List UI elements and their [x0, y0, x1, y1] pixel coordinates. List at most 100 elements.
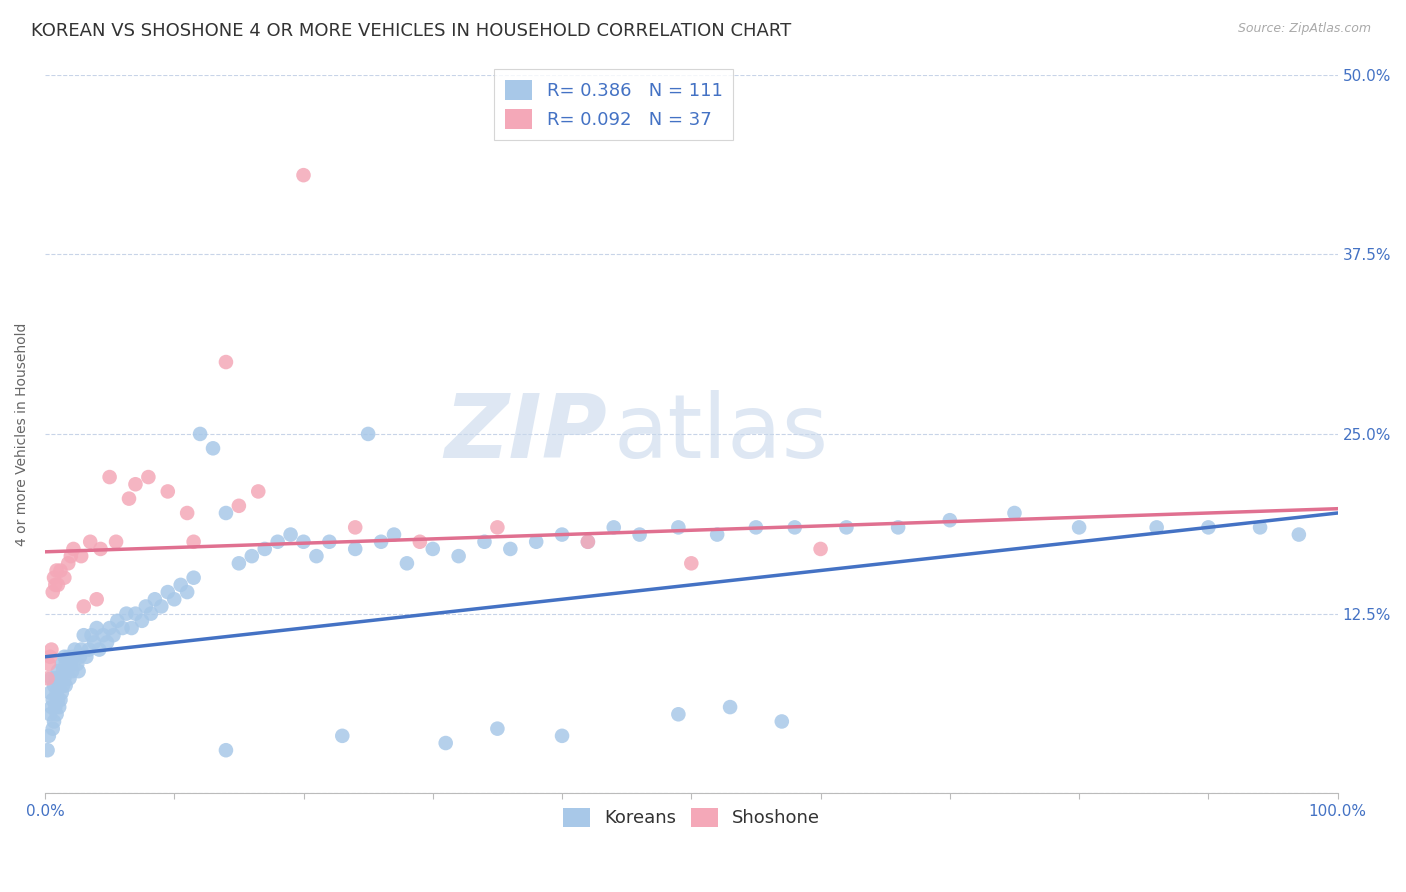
Point — [53, 671, 76, 685]
Point — [499, 541, 522, 556]
Point — [706, 527, 728, 541]
Point — [52, 679, 75, 693]
Point — [44, 671, 66, 685]
Point — [745, 520, 768, 534]
Point — [628, 527, 651, 541]
Point — [42, 714, 65, 729]
Point — [357, 426, 380, 441]
Point — [39, 686, 62, 700]
Point — [53, 649, 76, 664]
Point — [44, 700, 66, 714]
Point — [37, 671, 59, 685]
Point — [344, 541, 367, 556]
Point — [86, 621, 108, 635]
Point — [59, 549, 82, 563]
Point — [1069, 520, 1091, 534]
Legend: Koreans, Shoshone: Koreans, Shoshone — [555, 800, 827, 835]
Point — [422, 541, 444, 556]
Point — [41, 642, 63, 657]
Point — [45, 686, 67, 700]
Point — [42, 571, 65, 585]
Point — [115, 607, 138, 621]
Point — [292, 534, 315, 549]
Point — [73, 628, 96, 642]
Y-axis label: 4 or more Vehicles in Household: 4 or more Vehicles in Household — [15, 322, 30, 546]
Point — [118, 491, 141, 506]
Point — [681, 557, 703, 571]
Point — [42, 679, 65, 693]
Point — [1146, 520, 1168, 534]
Point — [90, 541, 112, 556]
Point — [156, 585, 179, 599]
Point — [63, 642, 86, 657]
Point — [783, 520, 806, 534]
Text: KOREAN VS SHOSHONE 4 OR MORE VEHICLES IN HOUSEHOLD CORRELATION CHART: KOREAN VS SHOSHONE 4 OR MORE VEHICLES IN… — [31, 22, 792, 40]
Point — [124, 607, 146, 621]
Point — [105, 614, 128, 628]
Text: atlas: atlas — [614, 391, 830, 477]
Point — [45, 707, 67, 722]
Point — [131, 614, 153, 628]
Point — [887, 520, 910, 534]
Point — [56, 664, 79, 678]
Point — [576, 534, 599, 549]
Point — [835, 520, 858, 534]
Text: ZIP: ZIP — [444, 391, 607, 477]
Point — [124, 477, 146, 491]
Point — [60, 664, 83, 678]
Point — [98, 621, 121, 635]
Point — [53, 571, 76, 585]
Point — [228, 557, 250, 571]
Point — [52, 664, 75, 678]
Point — [770, 714, 793, 729]
Point — [80, 628, 103, 642]
Point — [228, 499, 250, 513]
Point — [62, 649, 84, 664]
Point — [46, 664, 69, 678]
Point — [939, 513, 962, 527]
Point — [75, 649, 97, 664]
Point — [382, 527, 405, 541]
Point — [292, 168, 315, 182]
Point — [59, 657, 82, 671]
Point — [51, 657, 73, 671]
Point — [89, 642, 111, 657]
Point — [603, 520, 626, 534]
Point — [42, 722, 65, 736]
Point — [38, 657, 60, 671]
Point — [666, 520, 689, 534]
Point — [202, 442, 225, 456]
Point — [576, 534, 599, 549]
Point — [551, 729, 574, 743]
Point — [240, 549, 263, 563]
Point — [395, 557, 418, 571]
Point — [215, 743, 238, 757]
Point — [666, 707, 689, 722]
Point — [1288, 527, 1310, 541]
Point — [58, 671, 80, 685]
Point — [39, 707, 62, 722]
Point — [524, 534, 547, 549]
Point — [67, 664, 90, 678]
Point — [55, 679, 77, 693]
Point — [718, 700, 741, 714]
Point — [41, 700, 63, 714]
Point — [1197, 520, 1219, 534]
Point — [150, 599, 173, 614]
Point — [77, 642, 100, 657]
Point — [486, 520, 509, 534]
Point — [183, 534, 205, 549]
Point — [46, 693, 69, 707]
Point — [39, 649, 62, 664]
Point — [318, 534, 340, 549]
Point — [344, 520, 367, 534]
Point — [83, 635, 105, 649]
Point — [66, 657, 89, 671]
Point — [58, 557, 80, 571]
Point — [73, 599, 96, 614]
Point — [49, 671, 72, 685]
Point — [156, 484, 179, 499]
Point — [70, 642, 93, 657]
Point — [280, 527, 302, 541]
Point — [96, 635, 118, 649]
